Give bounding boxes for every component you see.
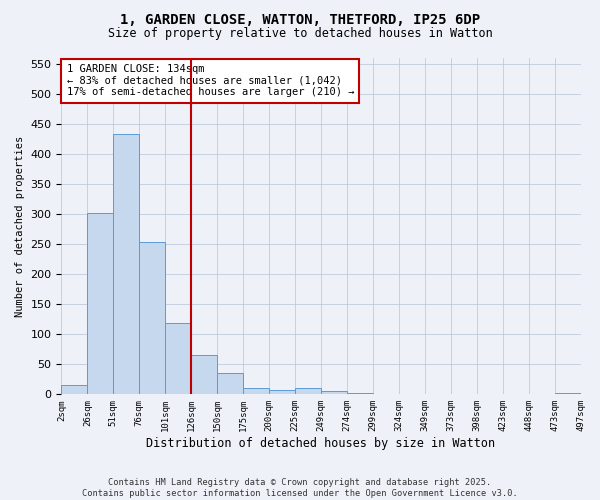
Bar [217,374,243,394]
Bar [295,388,321,394]
Text: Size of property relative to detached houses in Watton: Size of property relative to detached ho… [107,28,493,40]
Bar [321,392,347,394]
Bar [165,324,191,394]
Bar [61,386,88,394]
Bar [88,212,113,394]
Text: 1 GARDEN CLOSE: 134sqm
← 83% of detached houses are smaller (1,042)
17% of semi-: 1 GARDEN CLOSE: 134sqm ← 83% of detached… [67,64,354,98]
Bar [113,134,139,394]
Y-axis label: Number of detached properties: Number of detached properties [15,136,25,316]
Bar [243,388,269,394]
Text: 1, GARDEN CLOSE, WATTON, THETFORD, IP25 6DP: 1, GARDEN CLOSE, WATTON, THETFORD, IP25 … [120,12,480,26]
Bar [347,393,373,394]
Bar [191,355,217,395]
Text: Contains HM Land Registry data © Crown copyright and database right 2025.
Contai: Contains HM Land Registry data © Crown c… [82,478,518,498]
Bar [554,393,581,394]
Bar [269,390,295,394]
Bar [139,242,165,394]
X-axis label: Distribution of detached houses by size in Watton: Distribution of detached houses by size … [146,437,496,450]
